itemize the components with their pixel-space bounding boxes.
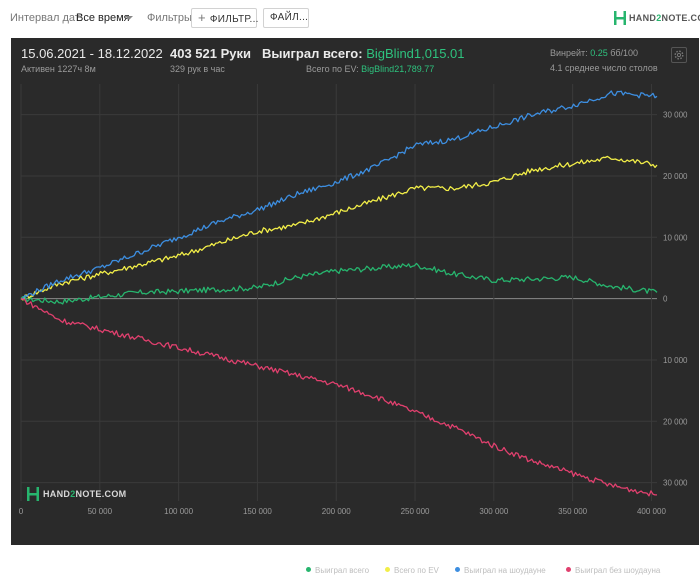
settings-button[interactable] [671,47,687,63]
legend-item[interactable]: Выиграл на шоудауне [455,566,546,575]
toolbar: Интервал дат: Все время Фильтры: + ФИЛЬТР… [0,0,700,36]
y-tick-label: 20 000 [663,417,688,426]
won-total: Выиграл всего: BigBlind1,015.01 [262,46,465,61]
x-tick-label: 100 000 [164,507,193,516]
y-tick-label: 30 000 [663,479,688,488]
chevron-down-icon[interactable] [125,16,133,20]
gear-icon [674,50,684,60]
legend-label: Всего по EV [394,566,439,575]
plus-icon: + [198,10,206,25]
hand2note-logo-icon [614,11,626,25]
legend-item[interactable]: Выиграл без шоудауна [566,566,660,575]
winrate: Винрейт: 0.25 бб/100 [550,48,638,58]
legend-dot-icon [455,567,460,573]
series-line [20,155,658,301]
x-tick-label: 150 000 [243,507,272,516]
legend-item[interactable]: Выиграл всего [306,566,369,575]
filters-label: Фильтры: [147,12,195,24]
watermark-logo-icon [27,487,39,501]
x-tick-label: 0 [19,507,24,516]
chart-svg: 30 000 20 000 10 000 0 10 000 20 000 30 000 0 50… [19,84,688,516]
x-tick-label: 250 000 [401,507,430,516]
legend-dot-icon [566,567,571,573]
chart: 30 000 20 000 10 000 0 10 000 20 000 30 000 0 50… [11,76,699,575]
logo-text: HAND2NOTE.COM [629,13,700,23]
hands-count: 403 521 Руки [170,46,252,61]
y-tick-label: 10 000 [663,356,688,365]
won-total-label: Выиграл всего: [262,46,363,61]
legend-label: Выиграл на шоудауне [464,566,546,575]
filter-button[interactable]: + ФИЛЬТР... [191,8,259,28]
winrate-unit: бб/100 [610,48,639,58]
x-tick-label: 200 000 [322,507,351,516]
watermark-text: HAND2NOTE.COM [43,489,126,499]
x-tick-label: 300 000 [479,507,508,516]
legend-label: Выиграл без шоудауна [575,566,661,575]
logo-text-2: 2 [656,13,662,23]
y-tick-label: 30 000 [663,111,688,120]
ev-total-label: Всего по EV: [306,64,359,74]
series-line [20,90,658,300]
y-tick-label: 0 [663,295,668,304]
file-button-label: ФАЙЛ... [270,12,309,23]
x-tick-label: 50 000 [88,507,113,516]
x-tick-label: 350 000 [558,507,587,516]
logo-text-hand: HAND [629,13,657,23]
legend-label: Выиграл всего [315,566,370,575]
legend-item[interactable]: Всего по EV [385,566,439,575]
active-time: Активен 1227ч 8м [21,64,96,74]
date-range: 15.06.2021 - 18.12.2022 [21,46,163,61]
logo-text-note: NOTE.COM [661,13,700,23]
stats-panel: 15.06.2021 - 18.12.2022 Активен 1227ч 8м… [11,38,699,545]
ev-total: Всего по EV: BigBlind21,789.77 [306,64,434,74]
watermark-text-2: 2 [70,489,76,499]
filter-button-label: ФИЛЬТР... [209,14,259,25]
y-tick-label: 10 000 [663,233,688,242]
winrate-label: Винрейт: [550,48,588,58]
hands-per-hour: 329 рук в час [170,64,225,74]
series-line [20,297,657,497]
date-interval-label: Интервал дат: [10,12,83,24]
watermark-text-note: NOTE.COM [75,489,127,499]
watermark-text-hand: HAND [43,489,71,499]
won-total-value: BigBlind1,015.01 [366,46,465,61]
winrate-value: 0.25 [590,48,608,58]
series-line [20,262,658,305]
file-button[interactable]: ФАЙЛ... [263,8,309,28]
avg-tables: 4.1 среднее число столов [550,63,658,73]
y-tick-label: 20 000 [663,172,688,181]
legend-dot-icon [385,567,390,573]
legend-dot-icon [306,567,311,573]
ev-total-value: BigBlind21,789.77 [361,64,435,74]
date-interval-select[interactable]: Все время [76,12,130,24]
x-tick-label: 400 000 [637,507,666,516]
